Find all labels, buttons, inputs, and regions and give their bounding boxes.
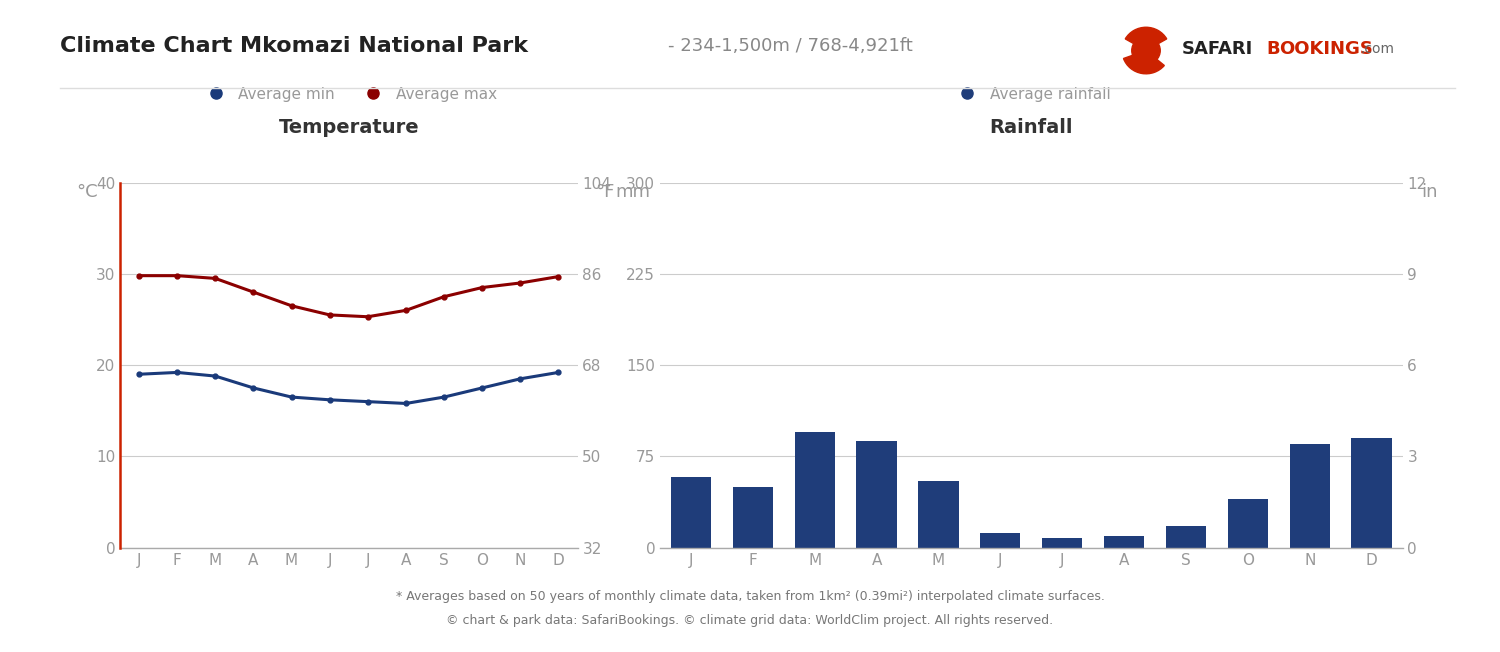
Bar [795, 432, 836, 548]
Bar [918, 481, 958, 548]
Text: * Averages based on 50 years of monthly climate data, taken from 1km² (0.39mi²) : * Averages based on 50 years of monthly … [396, 590, 1104, 603]
Text: .com: .com [1360, 42, 1395, 56]
Bar [670, 477, 711, 548]
Text: © chart & park data: SafariBookings. © climate grid data: WorldClim project. All: © chart & park data: SafariBookings. © c… [447, 614, 1053, 627]
Bar [1290, 444, 1330, 548]
Wedge shape [1125, 27, 1167, 50]
Bar [856, 441, 897, 548]
Bar [1352, 438, 1392, 548]
Bar [1042, 538, 1083, 548]
Text: in: in [1422, 183, 1437, 201]
Text: Rainfall: Rainfall [990, 117, 1072, 137]
Legend: Average min, Average max: Average min, Average max [194, 81, 504, 108]
Text: Temperature: Temperature [279, 117, 418, 137]
Bar [980, 533, 1020, 548]
Text: OOKINGS: OOKINGS [1280, 40, 1374, 58]
Bar [732, 487, 772, 548]
Text: - 234-1,500m / 768-4,921ft: - 234-1,500m / 768-4,921ft [668, 37, 912, 55]
Bar [1227, 499, 1268, 548]
Legend: Average rainfall: Average rainfall [945, 81, 1118, 108]
Wedge shape [1124, 50, 1164, 74]
Bar [1104, 535, 1144, 548]
Text: Climate Chart Mkomazi National Park: Climate Chart Mkomazi National Park [60, 36, 528, 55]
Text: B: B [1266, 40, 1280, 58]
Text: °F: °F [596, 183, 613, 201]
Text: °C: °C [76, 183, 98, 201]
Text: SAFARI: SAFARI [1182, 40, 1254, 58]
Bar [1166, 526, 1206, 548]
Circle shape [1131, 37, 1161, 65]
Text: mm: mm [615, 183, 651, 201]
